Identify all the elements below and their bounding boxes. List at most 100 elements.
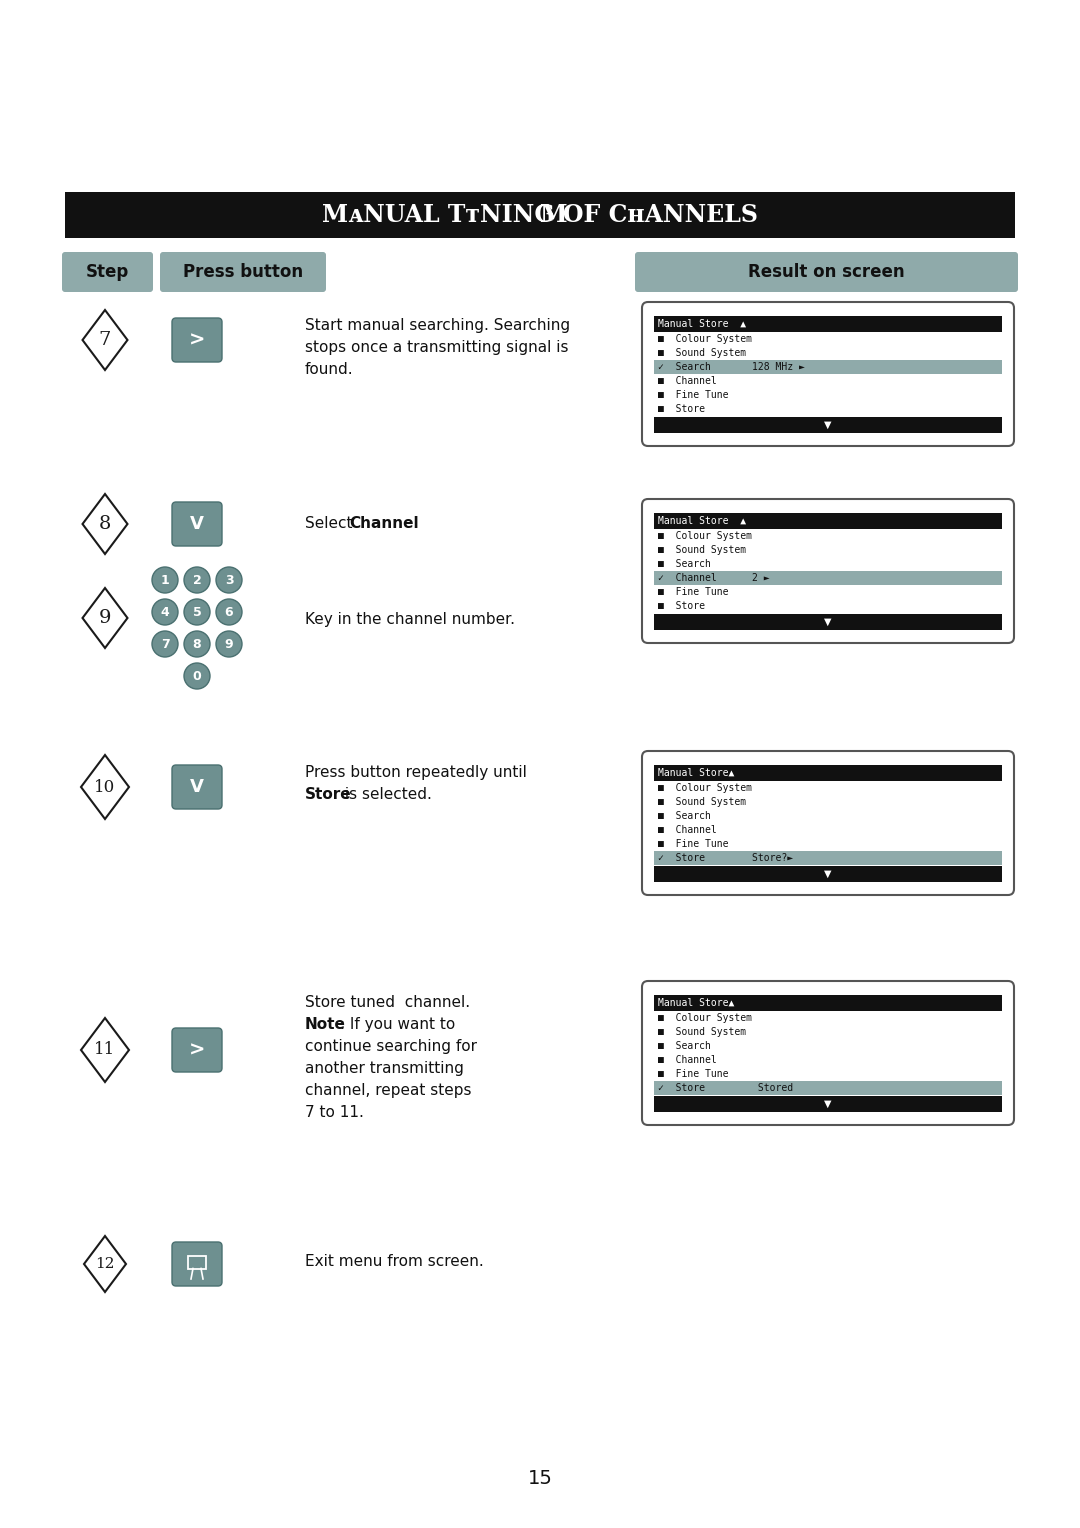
Text: 15: 15	[527, 1468, 553, 1487]
Text: Key in the channel number.: Key in the channel number.	[305, 613, 515, 626]
Text: ■  Fine Tune: ■ Fine Tune	[658, 587, 729, 597]
Text: MᴀNUAL TᴛNING OF CʜANNELS: MᴀNUAL TᴛNING OF CʜANNELS	[322, 203, 758, 228]
Circle shape	[152, 599, 178, 625]
FancyBboxPatch shape	[172, 318, 222, 362]
Bar	[654, 851, 1002, 865]
Text: ■  Fine Tune: ■ Fine Tune	[658, 839, 729, 850]
Text: ▼: ▼	[824, 869, 832, 879]
Text: is selected.: is selected.	[340, 787, 432, 802]
Bar	[654, 995, 1002, 1012]
Text: 9: 9	[225, 637, 233, 651]
Text: 7: 7	[161, 637, 170, 651]
Bar	[654, 571, 1002, 585]
FancyBboxPatch shape	[642, 750, 1014, 895]
Bar	[654, 513, 1002, 529]
Bar	[65, 193, 1015, 238]
Text: 2: 2	[192, 573, 201, 587]
Text: ■  Store: ■ Store	[658, 403, 705, 414]
FancyBboxPatch shape	[172, 1242, 222, 1287]
FancyBboxPatch shape	[642, 303, 1014, 446]
Text: 6: 6	[225, 605, 233, 619]
Text: : If you want to: : If you want to	[335, 1018, 456, 1031]
Text: Exit menu from screen.: Exit menu from screen.	[305, 1254, 484, 1268]
Text: ■  Colour System: ■ Colour System	[658, 1013, 752, 1024]
Text: Start manual searching. Searching: Start manual searching. Searching	[305, 318, 570, 333]
Text: 3: 3	[225, 573, 233, 587]
Text: ■  Search: ■ Search	[658, 1041, 711, 1051]
Text: ■  Colour System: ■ Colour System	[658, 782, 752, 793]
Text: Select: Select	[305, 516, 357, 532]
FancyBboxPatch shape	[160, 252, 326, 292]
Text: ▼: ▼	[824, 420, 832, 429]
Text: Manual Store  ▲: Manual Store ▲	[658, 516, 746, 526]
Bar	[65, 255, 150, 289]
Text: 11: 11	[94, 1042, 116, 1059]
Bar	[654, 316, 1002, 332]
Circle shape	[216, 599, 242, 625]
Text: ■  Colour System: ■ Colour System	[658, 532, 752, 541]
Circle shape	[216, 631, 242, 657]
Text: ■  Sound System: ■ Sound System	[658, 1027, 746, 1038]
Text: Note: Note	[305, 1018, 346, 1031]
Circle shape	[152, 567, 178, 593]
Text: Manual Store  ▲: Manual Store ▲	[658, 319, 746, 329]
Text: Result on screen: Result on screen	[748, 263, 905, 281]
Text: another transmitting: another transmitting	[305, 1060, 464, 1076]
Text: ■  Channel: ■ Channel	[658, 825, 717, 834]
Text: V: V	[190, 778, 204, 796]
Text: Step: Step	[86, 263, 130, 281]
Bar	[654, 866, 1002, 882]
Text: >: >	[189, 330, 205, 350]
Text: ✓  Channel      2 ►: ✓ Channel 2 ►	[658, 573, 770, 584]
Text: 1: 1	[161, 573, 170, 587]
FancyBboxPatch shape	[642, 500, 1014, 643]
FancyBboxPatch shape	[172, 1028, 222, 1073]
Text: Press button repeatedly until: Press button repeatedly until	[305, 766, 527, 779]
Text: ✓  Search       128 MHz ►: ✓ Search 128 MHz ►	[658, 362, 805, 371]
Circle shape	[152, 631, 178, 657]
Text: channel, repeat steps: channel, repeat steps	[305, 1083, 472, 1099]
Text: ■  Colour System: ■ Colour System	[658, 335, 752, 344]
Text: 12: 12	[95, 1258, 114, 1271]
Circle shape	[184, 599, 210, 625]
Text: ✓  Store         Stored: ✓ Store Stored	[658, 1083, 793, 1093]
Text: ■  Fine Tune: ■ Fine Tune	[658, 1070, 729, 1079]
Circle shape	[184, 567, 210, 593]
FancyBboxPatch shape	[635, 252, 1018, 292]
Bar	[188, 1256, 206, 1268]
Text: Manual Store▲: Manual Store▲	[658, 998, 734, 1008]
Text: ■  Search: ■ Search	[658, 811, 711, 821]
Text: ▼: ▼	[824, 617, 832, 626]
Bar	[654, 614, 1002, 630]
Text: 4: 4	[161, 605, 170, 619]
Text: Channel: Channel	[349, 516, 419, 532]
Text: .: .	[405, 516, 410, 532]
Text: ■  Channel: ■ Channel	[658, 1054, 717, 1065]
Text: Store tuned  channel.: Store tuned channel.	[305, 995, 470, 1010]
Text: ■  Channel: ■ Channel	[658, 376, 717, 387]
Text: ■  Search: ■ Search	[658, 559, 711, 568]
Text: Store: Store	[305, 787, 352, 802]
Text: 8: 8	[98, 515, 111, 533]
Text: V: V	[190, 515, 204, 533]
Text: 5: 5	[192, 605, 201, 619]
Text: 0: 0	[192, 669, 201, 683]
Bar	[654, 1080, 1002, 1096]
Text: 7 to 11.: 7 to 11.	[305, 1105, 364, 1120]
Text: ■  Store: ■ Store	[658, 601, 705, 611]
Text: continue searching for: continue searching for	[305, 1039, 477, 1054]
Text: ■  Fine Tune: ■ Fine Tune	[658, 390, 729, 400]
Text: ✓  Store        Store?►: ✓ Store Store?►	[658, 853, 793, 863]
Text: found.: found.	[305, 362, 353, 377]
Bar	[654, 417, 1002, 432]
Text: >: >	[189, 1041, 205, 1059]
Bar	[654, 766, 1002, 781]
FancyBboxPatch shape	[172, 503, 222, 545]
FancyBboxPatch shape	[642, 981, 1014, 1125]
FancyBboxPatch shape	[62, 252, 153, 292]
Circle shape	[184, 663, 210, 689]
Text: 9: 9	[98, 610, 111, 626]
Bar	[654, 1096, 1002, 1112]
Text: 7: 7	[98, 332, 111, 348]
Text: ■  Sound System: ■ Sound System	[658, 348, 746, 358]
